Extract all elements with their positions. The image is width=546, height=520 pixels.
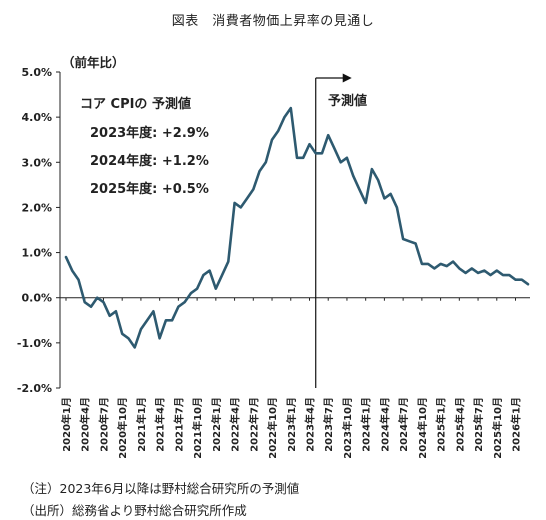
forecast-box-heading: コア CPIの 予測値 bbox=[80, 97, 191, 112]
x-tick-label: 2022年10月 bbox=[266, 397, 279, 459]
x-tick-label: 2025年1月 bbox=[435, 397, 448, 452]
x-tick-label: 2022年1月 bbox=[210, 397, 223, 452]
forecast-fy2023: 2023年度: +2.9% bbox=[90, 126, 209, 141]
y-tick-label: 1.0% bbox=[21, 247, 52, 260]
x-tick-label: 2020年7月 bbox=[97, 397, 110, 452]
x-tick-label: 2026年1月 bbox=[510, 397, 523, 452]
forecast-arrow-head bbox=[342, 73, 352, 83]
x-tick-label: 2020年10月 bbox=[116, 397, 129, 459]
x-tick-label: 2023年7月 bbox=[322, 397, 335, 452]
x-tick-label: 2025年7月 bbox=[472, 397, 485, 452]
y-tick-label: 0.0% bbox=[21, 292, 52, 305]
axes bbox=[59, 72, 530, 388]
x-tick-label: 2024年7月 bbox=[397, 397, 410, 452]
y-unit-label: （前年比） bbox=[62, 55, 125, 70]
x-tick-label: 2025年10月 bbox=[491, 397, 504, 459]
x-tick-label: 2021年1月 bbox=[135, 397, 148, 452]
x-tick-label: 2021年4月 bbox=[154, 397, 167, 452]
x-tick-label: 2024年1月 bbox=[360, 397, 373, 452]
x-tick-label: 2021年10月 bbox=[191, 397, 204, 459]
x-tick-label: 2020年1月 bbox=[60, 397, 73, 452]
y-tick-label: 3.0% bbox=[21, 156, 52, 169]
series-group bbox=[64, 106, 530, 349]
x-tick-label: 2021年7月 bbox=[172, 397, 185, 452]
note-forecast: （注）2023年6月以降は野村総合研究所の予測値 bbox=[22, 481, 300, 496]
x-tick-label: 2023年4月 bbox=[303, 397, 316, 452]
y-axis-ticks: 5.0% 4.0% 3.0% 2.0% 1.0% 0.0% -1.0% -2.0% bbox=[17, 66, 60, 395]
y-tick-label: 2.0% bbox=[21, 201, 52, 214]
x-tick-label: 2023年10月 bbox=[341, 397, 354, 459]
y-tick-label: -2.0% bbox=[17, 382, 52, 395]
x-axis-ticks: 2020年1月 2020年4月 2020年7月 2020年10月 2021年1月 2021… bbox=[60, 297, 523, 459]
x-tick-label: 2025年4月 bbox=[453, 397, 466, 452]
forecast-fy2025: 2025年度: +0.5% bbox=[90, 182, 209, 197]
chart-title: 図表 消費者物価上昇率の見通し bbox=[171, 14, 375, 29]
x-tick-label: 2024年4月 bbox=[378, 397, 391, 452]
x-tick-label: 2024年10月 bbox=[416, 397, 429, 459]
y-tick-label: -1.0% bbox=[17, 337, 52, 350]
y-tick-label: 4.0% bbox=[21, 111, 52, 124]
x-tick-label: 2022年7月 bbox=[247, 397, 260, 452]
forecast-marker-label: 予測値 bbox=[328, 94, 368, 109]
forecast-marker bbox=[315, 73, 352, 388]
note-source: （出所）総務省より野村総合研究所作成 bbox=[22, 503, 247, 518]
core-cpi-series-line bbox=[64, 106, 530, 349]
y-tick-label: 5.0% bbox=[21, 66, 52, 79]
x-tick-label: 2020年4月 bbox=[79, 397, 92, 452]
x-tick-label: 2023年1月 bbox=[285, 397, 298, 452]
x-tick-label: 2022年4月 bbox=[229, 397, 242, 452]
forecast-fy2024: 2024年度: +1.2% bbox=[90, 154, 209, 169]
